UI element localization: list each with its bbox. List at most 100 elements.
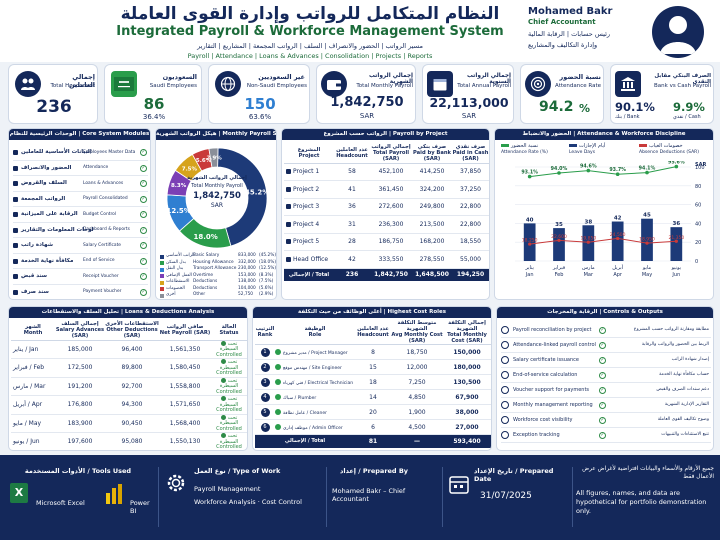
- module-item[interactable]: الرقابة على الميزانية Budget Control ✓: [13, 207, 148, 223]
- donut-slice-label: 8.3%: [171, 183, 187, 189]
- module-item[interactable]: سند صرف Payment Voucher ✓: [13, 285, 148, 300]
- legend-value: 104,000: [238, 285, 256, 291]
- table-row: Project 2 41 361,450 324,200 37,250: [284, 181, 489, 198]
- legend-label-ar: الخصومات: [166, 285, 185, 291]
- module-item[interactable]: البيانات الأساسية للعاملين Employees Mast…: [13, 145, 148, 161]
- module-label-en: Employees Master Data: [83, 149, 136, 155]
- module-item[interactable]: السلف والقروض Loans & Advances ✓: [13, 176, 148, 192]
- header: النظام المتكامل للرواتب وإدارة القوى الع…: [0, 0, 720, 62]
- legend-pct: (8.3%): [259, 272, 274, 278]
- legend-label-ar: الراتب الأساسي: [166, 253, 195, 258]
- kpi-bank-value: 90.1%: [615, 100, 655, 114]
- donut-slice-label: 7.5%: [182, 166, 198, 172]
- disclaimer-en: All figures, names, and data are hypothe…: [576, 489, 707, 515]
- module-item[interactable]: لوحات المعلومات والتقارير Dashboard & Rep…: [13, 223, 148, 238]
- column-header: إجمالي التكلفة الشهرية Total Monthly Cost…: [443, 320, 491, 345]
- project-name: Project 2: [293, 185, 320, 193]
- control-item[interactable]: Voucher support for payments دعم سندات ال…: [501, 383, 711, 398]
- status-cell: تحت السيطرة Controlled: [211, 340, 247, 359]
- table-cell: عامل نظافة / Cleaner: [275, 405, 355, 420]
- module-item[interactable]: مكافأة نهاية الخدمة End of Service ✓: [13, 254, 148, 269]
- legend-label-en: Basic Salary: [193, 253, 220, 258]
- module-item[interactable]: شهادة راتب Salary Certificate ✓: [13, 238, 148, 254]
- column-header: الترتيب Rank: [255, 320, 275, 345]
- bar-value-label: 35: [555, 222, 563, 228]
- table-row: يونيو / Jun 197,600 95,080 1,550,130 تحت الس…: [11, 433, 247, 451]
- attendance-rate-point: [645, 170, 649, 175]
- column-header-ar: الاستقطاعات الأخرى: [105, 320, 159, 327]
- table-header-row: الشهر Month إجمالي السلف Salary Advances (S…: [11, 320, 247, 341]
- module-label-en: Payroll Consolidated: [83, 196, 128, 201]
- donut-slice-label: 12.5%: [167, 207, 191, 215]
- control-label-ar: الربط بين الحضور والرواتب والرقابة: [641, 342, 709, 347]
- kpi-non-saudi-employees: غير السعوديين Non-Saudi Employees 150 63…: [208, 64, 310, 124]
- title-arabic: النظام المتكامل للرواتب وإدارة القوى الع…: [120, 4, 500, 24]
- control-item[interactable]: Exception tracking تتبع الاستثناءات والتن…: [501, 428, 711, 443]
- prep-title: إعداد / Prepared By: [340, 467, 409, 475]
- status-en: Controlled: [216, 407, 242, 413]
- module-icon: [13, 165, 18, 171]
- control-label-en: Payroll reconciliation by project: [513, 327, 592, 333]
- role-icon: [275, 379, 281, 385]
- leave-days-bar: [553, 228, 565, 261]
- legend-label-en: Transport Allowance: [193, 266, 237, 271]
- control-item[interactable]: Payroll reconciliation by project مطابقة …: [501, 323, 711, 338]
- legend-pct: (12.5%): [259, 266, 277, 271]
- column-header-en: Rank: [257, 332, 273, 338]
- x-tick-label-en: Apr: [613, 272, 623, 278]
- module-label-ar: مكافأة نهاية الخدمة: [21, 257, 74, 264]
- control-item[interactable]: Attendance-linked payroll control الربط ب…: [501, 338, 711, 353]
- table-cell: 168,200: [419, 238, 445, 246]
- control-item[interactable]: Workforce cost visibility وضوح تكاليف الق…: [501, 413, 711, 428]
- column-header-en: Status: [219, 329, 239, 336]
- kpi-label-ar: إجمالي الرواتب السنوية: [467, 73, 511, 85]
- control-label-en: Workforce cost visibility: [513, 417, 573, 423]
- top-cost-title: أعلى الوظائف من حيث التكلفة | Highest Co…: [253, 307, 491, 318]
- table-cell: فبراير / Feb: [13, 364, 45, 372]
- table-cell: 28: [348, 238, 356, 246]
- legend-row: العمل الإضافي Overtime 153,000 (8.3%): [160, 273, 276, 280]
- deductions-label: 18,250: [522, 238, 538, 244]
- column-header: صرف بنكي Paid by Bank (SAR): [412, 143, 452, 164]
- column-header-en: Total Monthly Cost (SAR): [447, 332, 487, 344]
- kpi-label-ar: نسبة الحضور: [559, 73, 602, 81]
- footer-tools: الأدوات المستخدمة / Tools Used X Microso…: [8, 463, 153, 533]
- table-cell: يونيو / Jun: [13, 438, 40, 446]
- control-item[interactable]: Monthly management reporting التقارير الإ…: [501, 398, 711, 413]
- loans-title: تحليل السلف والاستقطاعات | Loans & Deduc…: [9, 307, 247, 318]
- deductions-point: [557, 238, 561, 242]
- role-icon: [275, 409, 281, 415]
- module-item[interactable]: الرواتب المجمعة Payroll Consolidated ✓: [13, 192, 148, 207]
- project-icon: [286, 204, 291, 210]
- table-cell: مارس / Mar: [13, 382, 46, 390]
- attendance-rate-label: 95.6%: [668, 161, 685, 166]
- module-item[interactable]: الحضور والانصراف Attendance ✓: [13, 161, 148, 176]
- nav-english: Payroll | Attendance | Loans & Advances …: [187, 52, 433, 60]
- status-dot-icon: [220, 414, 226, 420]
- x-tick-label-en: Jan: [525, 272, 534, 278]
- table-cell: Project 1: [284, 163, 334, 181]
- module-item[interactable]: سند قبض Receipt Voucher ✓: [13, 269, 148, 285]
- legend-label-ar: العمل الإضافي: [166, 272, 192, 278]
- table-row: أبريل / Apr 176,800 94,300 1,571,650 تحت الس…: [11, 396, 247, 414]
- leave-days-bar: [611, 221, 624, 261]
- legend-swatch: [160, 287, 164, 291]
- table-cell: 18,550: [460, 238, 481, 246]
- total-row: الإجمالي / Total 236 1,842,750 1,648,500 194…: [284, 268, 489, 281]
- table-cell: 7,250: [408, 378, 426, 386]
- nav-arabic: مسير الرواتب | الحضور والانصراف | السلف …: [197, 42, 423, 50]
- legend-pct: (18.0%): [259, 259, 277, 265]
- footer-date: تاريخ الإعداد / Prepared Date 31/07/2025: [446, 463, 568, 533]
- control-item[interactable]: End-of-service calculation حساب مكافأة نه…: [501, 368, 711, 383]
- kpi-value: 1,842,750: [330, 95, 404, 110]
- attendance-rate-line: [529, 166, 677, 178]
- top-cost-panel: أعلى الوظائف من حيث التكلفة | Highest Co…: [252, 306, 492, 451]
- kpi-bank-vs-cash: الصرف البنكي مقابل النقدي Bank vs Cash P…: [610, 64, 714, 124]
- control-item[interactable]: Salary certificate issuance إصدار شهادة ا…: [501, 353, 711, 368]
- title-english: Integrated Payroll & Workforce Managemen…: [116, 24, 504, 39]
- column-header-ar: الوظيفة: [304, 326, 326, 332]
- project-icon: [286, 221, 291, 227]
- status-dot-icon: [220, 377, 226, 383]
- table-cell: 94,300: [121, 401, 143, 409]
- work-2: Workforce Analysis · Cost Control: [194, 498, 302, 506]
